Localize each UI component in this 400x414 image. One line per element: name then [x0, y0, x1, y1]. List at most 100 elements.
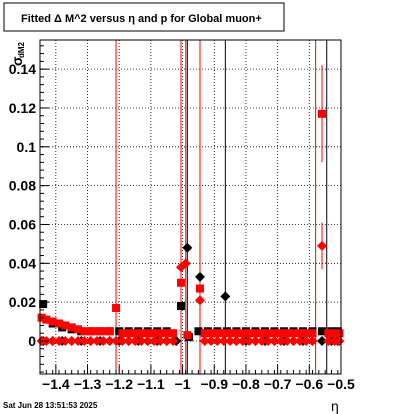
plot-frame — [39, 39, 342, 375]
y-tick-label: 0.08 — [9, 178, 36, 194]
diamond-marker — [263, 335, 274, 346]
square-marker — [169, 329, 178, 338]
diamond-marker — [123, 335, 134, 346]
y-axis-label-subscript: dM2 — [17, 41, 26, 58]
x-tick-label: −1.3 — [74, 376, 102, 392]
diamond-marker — [294, 335, 305, 346]
square-marker — [118, 329, 127, 338]
diamond-marker — [60, 335, 71, 346]
square-marker — [251, 329, 260, 338]
diamond-marker — [182, 242, 193, 253]
square-marker — [112, 303, 121, 312]
square-marker — [302, 329, 311, 338]
diamond-marker — [237, 335, 248, 346]
square-marker — [330, 329, 339, 338]
square-marker — [219, 329, 228, 338]
x-tick-label: −1.4 — [42, 376, 70, 392]
diamond-marker — [73, 335, 84, 346]
diamond-marker — [220, 291, 231, 302]
diamond-marker — [54, 335, 65, 346]
diamond-marker — [161, 335, 172, 346]
square-marker — [176, 302, 185, 311]
diamond-marker — [180, 258, 191, 269]
y-tick-label: 0 — [28, 333, 36, 349]
square-marker — [226, 329, 235, 338]
x-tick-label: −0.5 — [327, 376, 355, 392]
diamond-marker — [155, 335, 166, 346]
diamond-marker — [231, 335, 242, 346]
diamond-marker — [195, 295, 206, 306]
x-tick-label: −0.9 — [200, 376, 228, 392]
square-marker — [55, 319, 64, 328]
square-marker — [317, 109, 326, 118]
diamond-marker — [199, 335, 210, 346]
square-marker — [245, 329, 254, 338]
error-lines — [115, 40, 328, 374]
square-marker — [213, 329, 222, 338]
diamond-marker — [206, 335, 217, 346]
square-marker — [137, 329, 146, 338]
square-marker — [257, 329, 266, 338]
square-marker — [143, 329, 152, 338]
diamond-marker — [323, 335, 334, 346]
x-tick-labels: −1.4 −1.3 −1.2 −1.1 −1 −0.9 −0.8 −0.7 −0.6 −0.5 — [42, 376, 355, 392]
diamond-marker — [79, 335, 90, 346]
diamond-marker — [275, 335, 286, 346]
square-marker — [283, 329, 292, 338]
square-marker — [86, 327, 95, 336]
diamond-marker — [269, 335, 280, 346]
x-tick-label: −1.1 — [137, 376, 165, 392]
chart-title: Fitted Δ M^2 versus η and p for Global m… — [21, 13, 262, 25]
square-marker — [150, 329, 159, 338]
square-marker — [176, 278, 185, 287]
title-box — [3, 2, 285, 32]
diamond-marker — [136, 335, 147, 346]
diamond-marker — [98, 335, 109, 346]
square-marker — [232, 329, 241, 338]
x-tick-label: −0.8 — [232, 376, 260, 392]
square-marker — [93, 327, 102, 336]
square-marker — [317, 327, 326, 336]
square-marker — [295, 329, 304, 338]
square-marker — [207, 329, 216, 338]
square-marker — [289, 329, 298, 338]
diamond-marker — [212, 335, 223, 346]
diamond-marker — [301, 335, 312, 346]
diamond-marker — [256, 335, 267, 346]
diamond-marker — [130, 335, 141, 346]
square-marker — [276, 329, 285, 338]
diamond-marker — [92, 335, 103, 346]
square-marker — [39, 300, 48, 309]
diamond-marker — [288, 335, 299, 346]
square-marker — [105, 327, 114, 336]
square-marker — [48, 317, 57, 326]
square-marker — [270, 329, 279, 338]
square-marker — [183, 331, 192, 340]
square-marker — [200, 329, 209, 338]
diamond-marker — [250, 335, 261, 346]
square-marker — [42, 315, 51, 324]
diamond-marker — [149, 335, 160, 346]
diamond-marker — [218, 335, 229, 346]
square-marker — [67, 323, 76, 332]
square-marker — [308, 329, 317, 338]
diamond-marker — [85, 335, 96, 346]
square-marker — [194, 327, 203, 336]
square-marker — [74, 325, 83, 334]
y-tick-labels: 0 0.02 0.04 0.06 0.08 0.1 0.12 0.14 — [9, 61, 36, 349]
y-axis-label: σ — [9, 56, 25, 66]
square-marker — [324, 329, 333, 338]
x-tick-label: −0.6 — [295, 376, 323, 392]
y-tick-label: 0.14 — [9, 61, 36, 77]
square-marker — [238, 329, 247, 338]
square-marker — [61, 321, 70, 330]
square-marker — [162, 329, 171, 338]
diamond-marker — [66, 335, 77, 346]
x-axis-label: η — [331, 398, 339, 414]
square-marker — [264, 329, 273, 338]
ticks — [39, 45, 342, 374]
x-tick-label: −0.7 — [264, 376, 292, 392]
timestamp: Sat Jun 28 13:51:53 2025 — [3, 401, 98, 410]
diamond-marker — [316, 335, 327, 346]
